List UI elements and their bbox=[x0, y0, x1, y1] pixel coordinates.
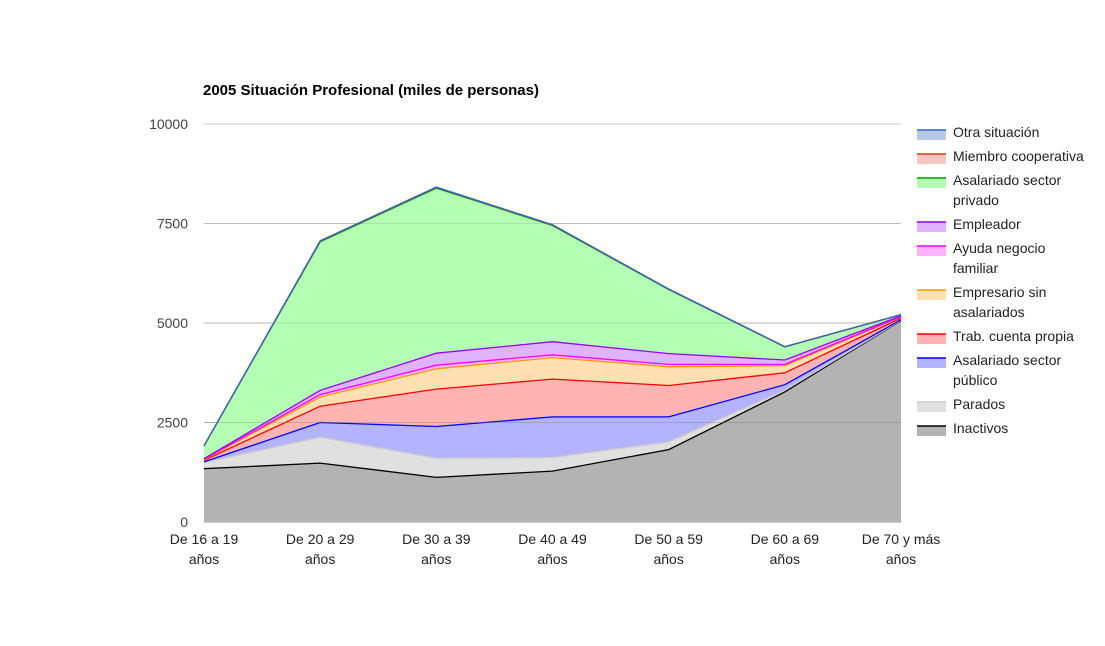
legend-swatch bbox=[917, 222, 946, 232]
legend-label: Inactivos bbox=[953, 420, 1008, 436]
series-line-otra-situaci-n bbox=[203, 186, 902, 447]
y-tick-label: 0 bbox=[180, 514, 188, 530]
legend-swatch bbox=[917, 426, 946, 436]
legend-label: Empresario sin asalariados bbox=[953, 284, 1046, 320]
legend-label: Ayuda negocio familiar bbox=[953, 240, 1046, 276]
series-line-trab-cuenta-propia bbox=[203, 317, 902, 461]
legend-item[interactable]: Empleador bbox=[917, 216, 1021, 232]
legend-item[interactable]: Asalariado sector privado bbox=[917, 172, 1062, 208]
x-tick-label: De 40 a 49 años bbox=[518, 531, 587, 567]
x-tick-label: De 70 y más años bbox=[862, 531, 941, 567]
area-asalariado-sector-p-blico bbox=[204, 319, 901, 463]
area-trab-cuenta-propia bbox=[204, 318, 901, 462]
legend-label: Miembro cooperativa bbox=[953, 148, 1084, 164]
legend-swatch bbox=[917, 246, 946, 256]
area-empleador bbox=[204, 315, 901, 460]
legend-swatch bbox=[917, 334, 946, 344]
legend-label: Parados bbox=[953, 396, 1005, 412]
area-parados bbox=[204, 320, 901, 478]
legend-swatch bbox=[917, 358, 946, 368]
legend-label: Empleador bbox=[953, 216, 1021, 232]
y-tick-label: 5000 bbox=[157, 315, 188, 331]
area-inactivos bbox=[204, 320, 901, 522]
x-tick-label: De 16 a 19 años bbox=[170, 531, 239, 567]
y-tick-label: 7500 bbox=[157, 216, 188, 232]
x-tick-label: De 50 a 59 años bbox=[634, 531, 703, 567]
x-tick-label: De 20 a 29 años bbox=[286, 531, 355, 567]
legend-item[interactable]: Otra situación bbox=[917, 124, 1039, 140]
series-line-ayuda-negocio-familiar bbox=[203, 315, 902, 460]
legend-swatch bbox=[917, 290, 946, 300]
x-tick-label: De 60 a 69 años bbox=[751, 531, 820, 567]
legend-label: Trab. cuenta propia bbox=[953, 328, 1074, 344]
series-line-inactivos bbox=[203, 320, 902, 479]
legend-item[interactable]: Parados bbox=[917, 396, 1005, 412]
legend-swatch bbox=[917, 154, 946, 164]
series-line-empleador bbox=[203, 315, 902, 460]
area-asalariado-sector-privado bbox=[204, 188, 901, 459]
x-tick-label: De 30 a 39 años bbox=[402, 531, 471, 567]
legend-item[interactable]: Empresario sin asalariados bbox=[917, 284, 1046, 320]
legend-swatch bbox=[917, 178, 946, 188]
legend-item[interactable]: Asalariado sector público bbox=[917, 352, 1062, 388]
legend-swatch bbox=[917, 130, 946, 140]
legend: Otra situación Miembro cooperativa Asalari… bbox=[917, 124, 1084, 436]
legend-swatch bbox=[917, 402, 946, 412]
legend-item[interactable]: Inactivos bbox=[917, 420, 1008, 436]
chart-title: 2005 Situación Profesional (miles de per… bbox=[203, 82, 539, 99]
legend-item[interactable]: Miembro cooperativa bbox=[917, 148, 1084, 164]
legend-label: Asalariado sector privado bbox=[953, 172, 1062, 208]
series-line-empresario-sin-asalariados bbox=[203, 316, 902, 461]
areas bbox=[203, 186, 902, 522]
legend-label: Otra situación bbox=[953, 124, 1039, 140]
legend-item[interactable]: Ayuda negocio familiar bbox=[917, 240, 1046, 276]
y-tick-label: 10000 bbox=[149, 116, 188, 132]
legend-item[interactable]: Trab. cuenta propia bbox=[917, 328, 1074, 344]
series-line-parados bbox=[203, 319, 902, 464]
series-line-asalariado-sector-p-blico bbox=[203, 319, 902, 463]
y-tick-label: 2500 bbox=[157, 415, 188, 431]
legend-label: Asalariado sector público bbox=[953, 352, 1062, 388]
